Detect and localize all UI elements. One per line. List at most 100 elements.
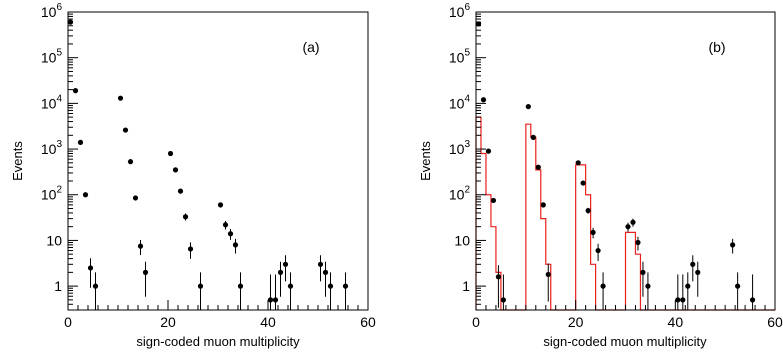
panel-a-data-point [227, 229, 234, 240]
panel-b-marker [685, 283, 691, 289]
panel-a-data-point [172, 167, 179, 173]
panel-a-data-point [222, 220, 229, 230]
panel-a-data-point [267, 274, 274, 310]
panel-b-data-point [695, 261, 701, 297]
panel-a-marker [142, 269, 149, 275]
panel-a-data-point [177, 188, 184, 194]
panel-b-data-point [640, 261, 646, 297]
panel-b-data-point [490, 197, 497, 204]
panel-b-marker [749, 297, 756, 303]
panel-b-marker [625, 224, 631, 230]
panel-b-data-point [580, 180, 586, 186]
panel-a-data-point [322, 261, 329, 297]
panel-b-marker [530, 134, 536, 140]
panel-a-data-point [282, 255, 289, 282]
panel-a-data-point [272, 274, 279, 310]
panel-b-marker [590, 229, 596, 235]
panel-a-marker [267, 297, 274, 303]
panel-b-marker [595, 247, 601, 254]
panel-b-marker [645, 283, 651, 289]
panel-b-data-point [575, 160, 581, 166]
panel-a-marker [82, 192, 89, 198]
panel-a-label: (a) [302, 39, 319, 55]
panel-a-data-point [87, 258, 94, 288]
panel-a-y-tick-label: 1 [54, 278, 62, 294]
panel-b-marker [545, 271, 551, 278]
panel-a-marker [282, 261, 289, 267]
panel-b-x-axis-label: sign-coded muon multiplicity [543, 334, 707, 349]
panel-a-marker [167, 150, 174, 157]
panel-a-x-tick-label: 20 [160, 314, 176, 330]
panel-a-data-point [137, 239, 144, 256]
panel-b-marker [575, 160, 581, 166]
panel-a-data-point [232, 238, 239, 254]
panel-a-marker [287, 283, 294, 289]
panel-b-y-tick-label: 106 [449, 2, 471, 20]
panel-b-data-point [595, 243, 601, 261]
panel-a-axes: 0 20 40 60 1 10 102 103 104 105 106 [41, 2, 376, 330]
panel-a-data-point [132, 195, 139, 201]
panel-a-x-tick-label: 0 [64, 314, 72, 330]
panel-b-data-point [480, 97, 487, 103]
panel-b-marker [600, 283, 606, 289]
panel-b-y-tick-label: 105 [449, 48, 471, 66]
panel-b-marker [485, 148, 492, 154]
panel-a-data-point [77, 139, 84, 145]
panel-a-x-tick-label: 60 [360, 314, 376, 330]
panel-b-marker [680, 297, 686, 303]
panel-a-marker [122, 127, 129, 133]
panel-a-marker [187, 246, 194, 252]
panel-b-data-point [525, 103, 531, 110]
panel-a-marker [172, 167, 179, 173]
panel-b-data-point [735, 272, 741, 310]
panel-a-y-tick-label: 10 [46, 232, 62, 248]
panel-b-marker [480, 97, 487, 103]
panel-b-x-tick-label: 60 [767, 314, 783, 330]
panel-b-marker [580, 180, 586, 186]
panel-a-y-tick-label: 105 [41, 48, 63, 66]
panel-a-data-point [217, 202, 224, 208]
panel-a-marker [77, 139, 84, 145]
panel-a-x-axis-label: sign-coded muon multiplicity [136, 334, 300, 349]
panel-b-data-point [485, 148, 492, 154]
panel-b-marks [475, 21, 775, 311]
panel-b-y-axis-label: Events [418, 141, 433, 181]
panel-a-y-tick-label: 106 [41, 2, 63, 20]
panel-b-data-point [749, 274, 756, 310]
panel-b-data-point [645, 272, 651, 310]
panel-a-data-point [287, 272, 294, 310]
panel-b-data-point [530, 134, 536, 140]
panel-a-marker [177, 188, 184, 194]
panel-b-data-point [690, 255, 696, 282]
panel-a-data-point [317, 255, 324, 282]
panel-b-y-tick-label: 1 [462, 278, 470, 294]
panel-a-data-point [142, 261, 149, 297]
panel-a-marks [67, 19, 349, 310]
panel-a-x-tick-label: 40 [260, 314, 276, 330]
panel-b-label: (b) [708, 39, 725, 55]
panel-b-marker [490, 197, 497, 204]
panel-a: 0 20 40 60 1 10 102 103 104 105 106 Events sign-co… [10, 2, 376, 349]
panel-b-data-point [590, 227, 596, 239]
panel-a-marker [217, 202, 224, 208]
panel-a-marker [132, 195, 139, 201]
panel-b-y-tick-label: 102 [449, 185, 471, 203]
panel-b-marker [525, 103, 531, 110]
panel-b-marker [500, 297, 507, 303]
panel-a-y-tick-label: 104 [41, 93, 63, 111]
panel-a-data-point [277, 261, 284, 297]
panel-a-data-point [72, 88, 79, 94]
panel-b-data-point [675, 274, 681, 310]
panel-b-data-point [630, 218, 636, 227]
panel-a-marker [137, 243, 144, 249]
panel-a-marker [222, 222, 229, 228]
panel-b-marker [540, 202, 546, 208]
panel-b-marker [690, 261, 696, 267]
panel-a-data-point [182, 213, 189, 221]
panel-b-marker [585, 207, 591, 214]
panel-a-marker [322, 269, 329, 275]
panel-a-marker [327, 283, 334, 289]
panel-b-marker [735, 283, 741, 289]
panel-a-data-point [342, 272, 349, 310]
